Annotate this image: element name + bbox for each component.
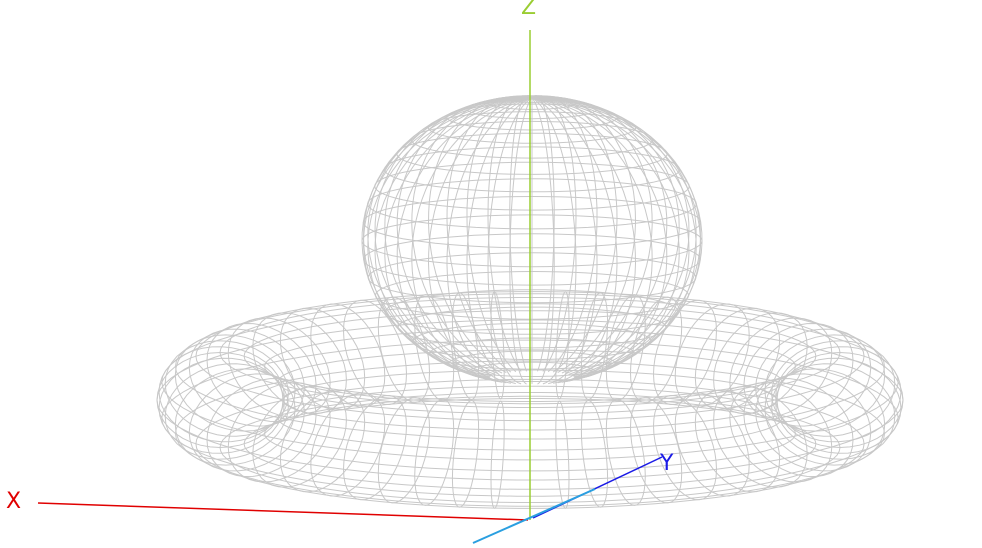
side-lobe-parallel [243, 310, 817, 402]
main-lobe-longitude [384, 96, 533, 375]
main-lobe-longitude [411, 96, 533, 374]
main-lobe-longitude [531, 95, 618, 373]
main-lobe-longitude [487, 97, 533, 385]
side-lobe-parallel [156, 319, 904, 481]
side-lobe-parallel [219, 392, 841, 503]
main-lobe-longitude [466, 95, 533, 373]
main-lobe-longitude [361, 97, 533, 379]
side-lobe-wireframe [156, 291, 904, 509]
main-lobe-wireframe [361, 95, 703, 385]
x-axis-line [37, 502, 529, 521]
y-axis-label: Y [659, 451, 674, 476]
main-lobe-longitude [362, 97, 533, 379]
side-lobe-parallel [161, 339, 899, 497]
origin-marker [472, 488, 596, 544]
side-lobe-parallel [174, 360, 885, 507]
main-lobe-longitude [427, 95, 533, 374]
main-lobe-longitude [531, 95, 598, 373]
main-lobe-longitude [396, 96, 533, 375]
side-lobe-parallel [195, 378, 865, 509]
side-lobe-parallel [263, 328, 796, 405]
main-lobe-longitude [487, 95, 533, 372]
side-lobe-parallel [174, 293, 885, 440]
main-lobe-longitude [531, 97, 577, 385]
side-lobe-parallel [277, 349, 783, 415]
main-lobe-longitude [446, 97, 533, 384]
main-lobe-longitude [531, 97, 702, 378]
main-lobe-longitude [446, 95, 533, 373]
x-axis-label: X [6, 489, 21, 514]
main-lobe-longitude [531, 95, 577, 372]
main-lobe-longitude [531, 97, 697, 380]
side-lobe-parallel [263, 395, 796, 472]
side-lobe-parallel [243, 398, 817, 490]
side-lobe-parallel [161, 303, 899, 461]
main-lobe-longitude [531, 95, 637, 374]
main-lobe-longitude [531, 97, 618, 384]
axes-group: X Y Z [6, 0, 674, 544]
main-lobe-longitude [531, 96, 653, 374]
main-lobe-longitude [531, 97, 690, 381]
main-lobe-longitude [531, 97, 697, 377]
z-axis-label: Z [521, 0, 536, 20]
main-lobe-longitude [531, 97, 598, 385]
main-lobe-longitude [531, 95, 555, 372]
main-lobe-longitude [466, 97, 533, 385]
main-lobe-longitude [374, 96, 533, 376]
side-lobe-parallel [195, 291, 865, 422]
side-lobe-parallel [277, 385, 783, 451]
main-lobe-longitude [509, 95, 533, 372]
